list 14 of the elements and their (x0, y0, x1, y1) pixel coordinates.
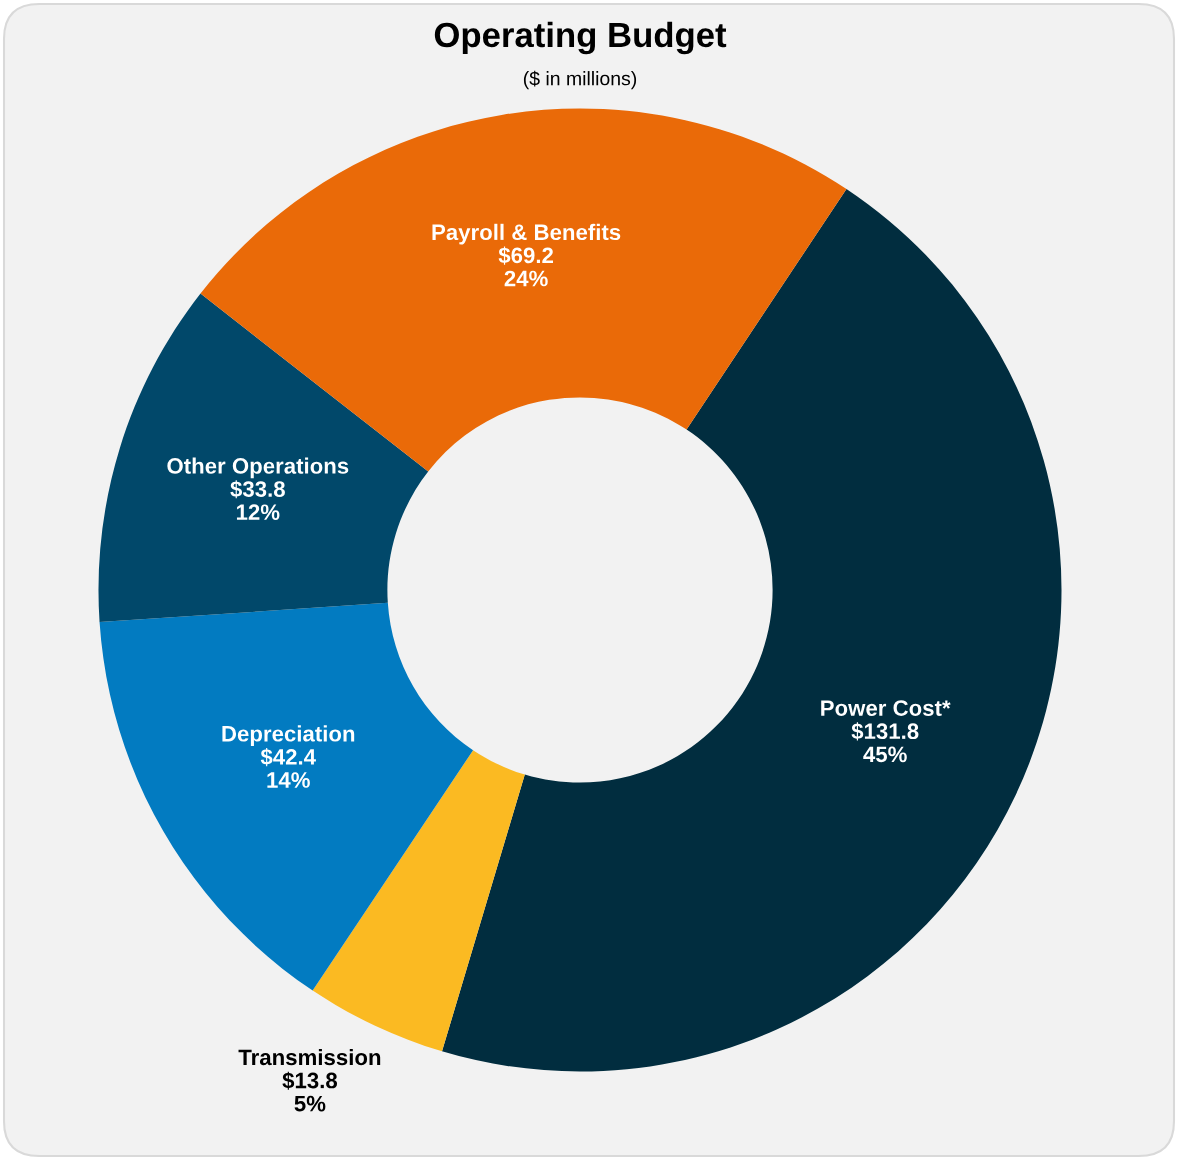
slice-label: Other Operations (167, 457, 349, 479)
data-label: $33.8 12% (230, 480, 285, 521)
donut-slice (99, 602, 474, 991)
slice-label: Payroll & Benefits (432, 223, 621, 245)
chart-title: Operating Budget (434, 21, 727, 55)
slice-label: Depreciation (222, 725, 355, 747)
slice-label: Power Cost* (821, 700, 951, 716)
data-label: $42.4 14% (260, 748, 316, 788)
slice-label: Transmission (238, 1048, 381, 1066)
donut-slice (98, 293, 429, 623)
data-label: $131.8 45% (851, 722, 919, 763)
chart-subtitle: ($ in millions) (523, 70, 637, 90)
data-label: $13.8 5% (282, 1071, 338, 1112)
data-label: $69.2 24% (498, 246, 553, 287)
